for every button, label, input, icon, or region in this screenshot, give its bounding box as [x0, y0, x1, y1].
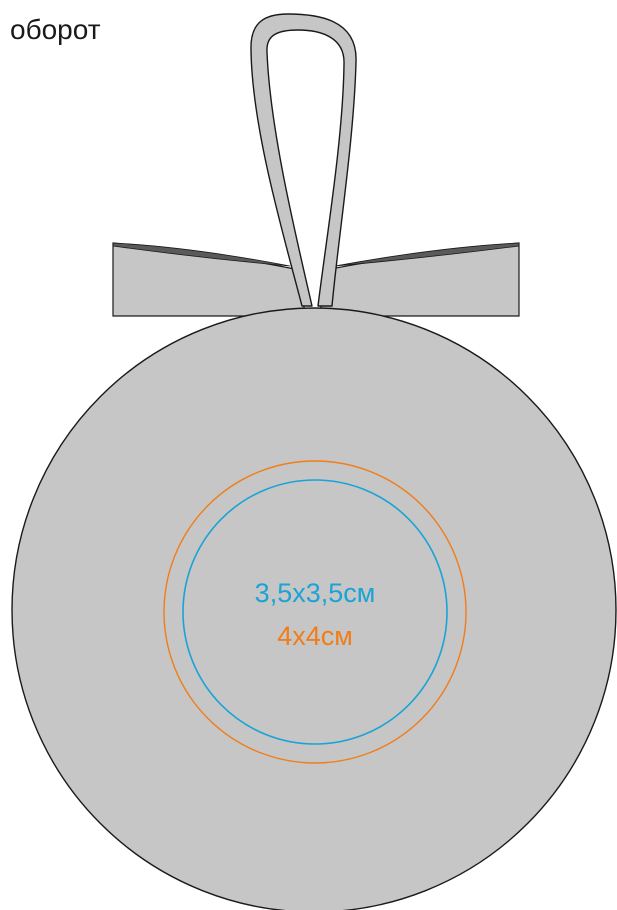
- outer-print-circle: [163, 460, 467, 764]
- inner-print-circle: [182, 479, 448, 745]
- ornament-body: [11, 307, 617, 910]
- outer-size-label: 4x4см: [277, 621, 353, 651]
- side-label: оборот: [10, 14, 101, 45]
- bow-left-shadow: [112, 242, 291, 267]
- bow-ribbon: [112, 242, 520, 317]
- hanging-loop: [250, 13, 357, 307]
- inner-size-label: 3,5x3,5см: [255, 578, 376, 608]
